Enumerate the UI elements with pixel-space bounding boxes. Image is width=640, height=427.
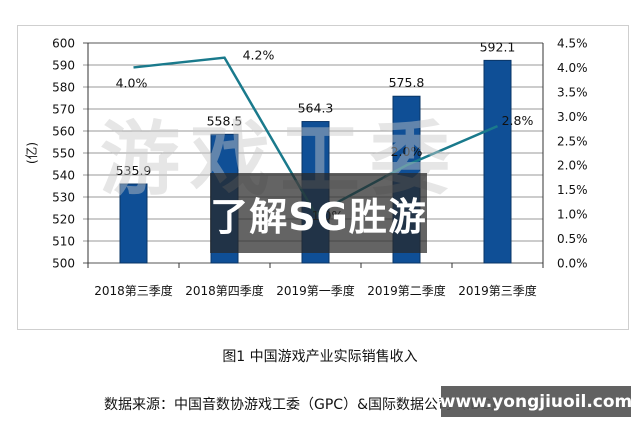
y-tick-label: 530: [52, 191, 75, 205]
y-tick-label: 510: [52, 235, 75, 249]
y-tick-label: 500: [52, 257, 75, 271]
y2-tick-label: 1.5%: [557, 183, 588, 197]
line-value-label: 4.2%: [243, 48, 275, 63]
bar: [483, 59, 512, 264]
y-tick-label: 590: [52, 59, 75, 73]
y2-tick-label: 2.0%: [557, 159, 588, 173]
y-tick-label: 570: [52, 103, 75, 117]
y-tick-label: 600: [52, 37, 75, 51]
y2-tick-label: 4.5%: [557, 37, 588, 51]
x-category-label: 2019第一季度: [276, 283, 355, 298]
line-value-label: 2.0%: [391, 144, 423, 159]
y2-tick-label: 0.5%: [557, 232, 588, 246]
y2-tick-label: 3.0%: [557, 110, 588, 124]
y2-tick-label: 3.5%: [557, 85, 588, 99]
y2-tick-label: 0.0%: [557, 257, 588, 271]
bar-value-label: 535.9: [116, 163, 152, 178]
bar-value-label: 592.1: [480, 39, 516, 54]
y-tick-label: 550: [52, 147, 75, 161]
bar-value-label: 558.5: [207, 113, 243, 128]
y-tick-label: 540: [52, 169, 75, 183]
bar: [119, 183, 148, 264]
data-source: 数据来源：中国音数协游戏工委（GPC）&国际数据公司（IDC）: [104, 397, 505, 413]
promo-banner[interactable]: 了解SG胜游: [210, 173, 427, 253]
x-category-label: 2019第三季度: [458, 283, 537, 298]
x-category-label: 2018第三季度: [94, 283, 173, 298]
banner-text: 了解SG胜游: [210, 194, 427, 239]
line-value-label: 2.8%: [502, 113, 534, 128]
url-watermark[interactable]: www.yongjiuoil.com: [439, 386, 633, 417]
url-text: www.yongjiuoil.com: [439, 391, 633, 412]
y2-tick-label: 1.0%: [557, 208, 588, 222]
figure-caption: 图1 中国游戏产业实际销售收入: [222, 349, 418, 365]
bar-value-label: 575.8: [389, 75, 425, 90]
bar-value-label: 564.3: [298, 101, 334, 116]
y-tick-label: 560: [52, 125, 75, 139]
y-axis-label: (亿): [24, 142, 39, 164]
line-value-label: 4.0%: [116, 75, 148, 90]
y-tick-label: 580: [52, 81, 75, 95]
y2-tick-label: 2.5%: [557, 134, 588, 148]
y-tick-label: 520: [52, 213, 75, 227]
x-category-label: 2019第二季度: [367, 283, 446, 298]
x-category-label: 2018第四季度: [185, 283, 264, 298]
y2-tick-label: 4.0%: [557, 61, 588, 75]
